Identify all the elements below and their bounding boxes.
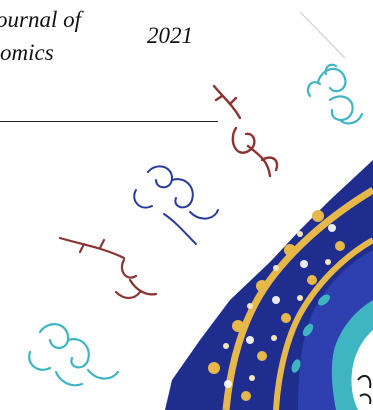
journal-title-line-1: ournal of [0,7,81,32]
turquoise-scroll-bottom [28,323,120,387]
navy-scroll-middle [133,165,219,245]
medallion [165,160,373,410]
publication-year: 2021 [147,23,193,48]
turquoise-scroll-top [306,63,364,125]
maroon-sprig-lower [58,236,158,300]
header-rule [0,121,218,122]
journal-title-line-2: omics [0,40,54,65]
maroon-sprig-upper [212,84,279,178]
ornament-guide-line [299,11,346,59]
